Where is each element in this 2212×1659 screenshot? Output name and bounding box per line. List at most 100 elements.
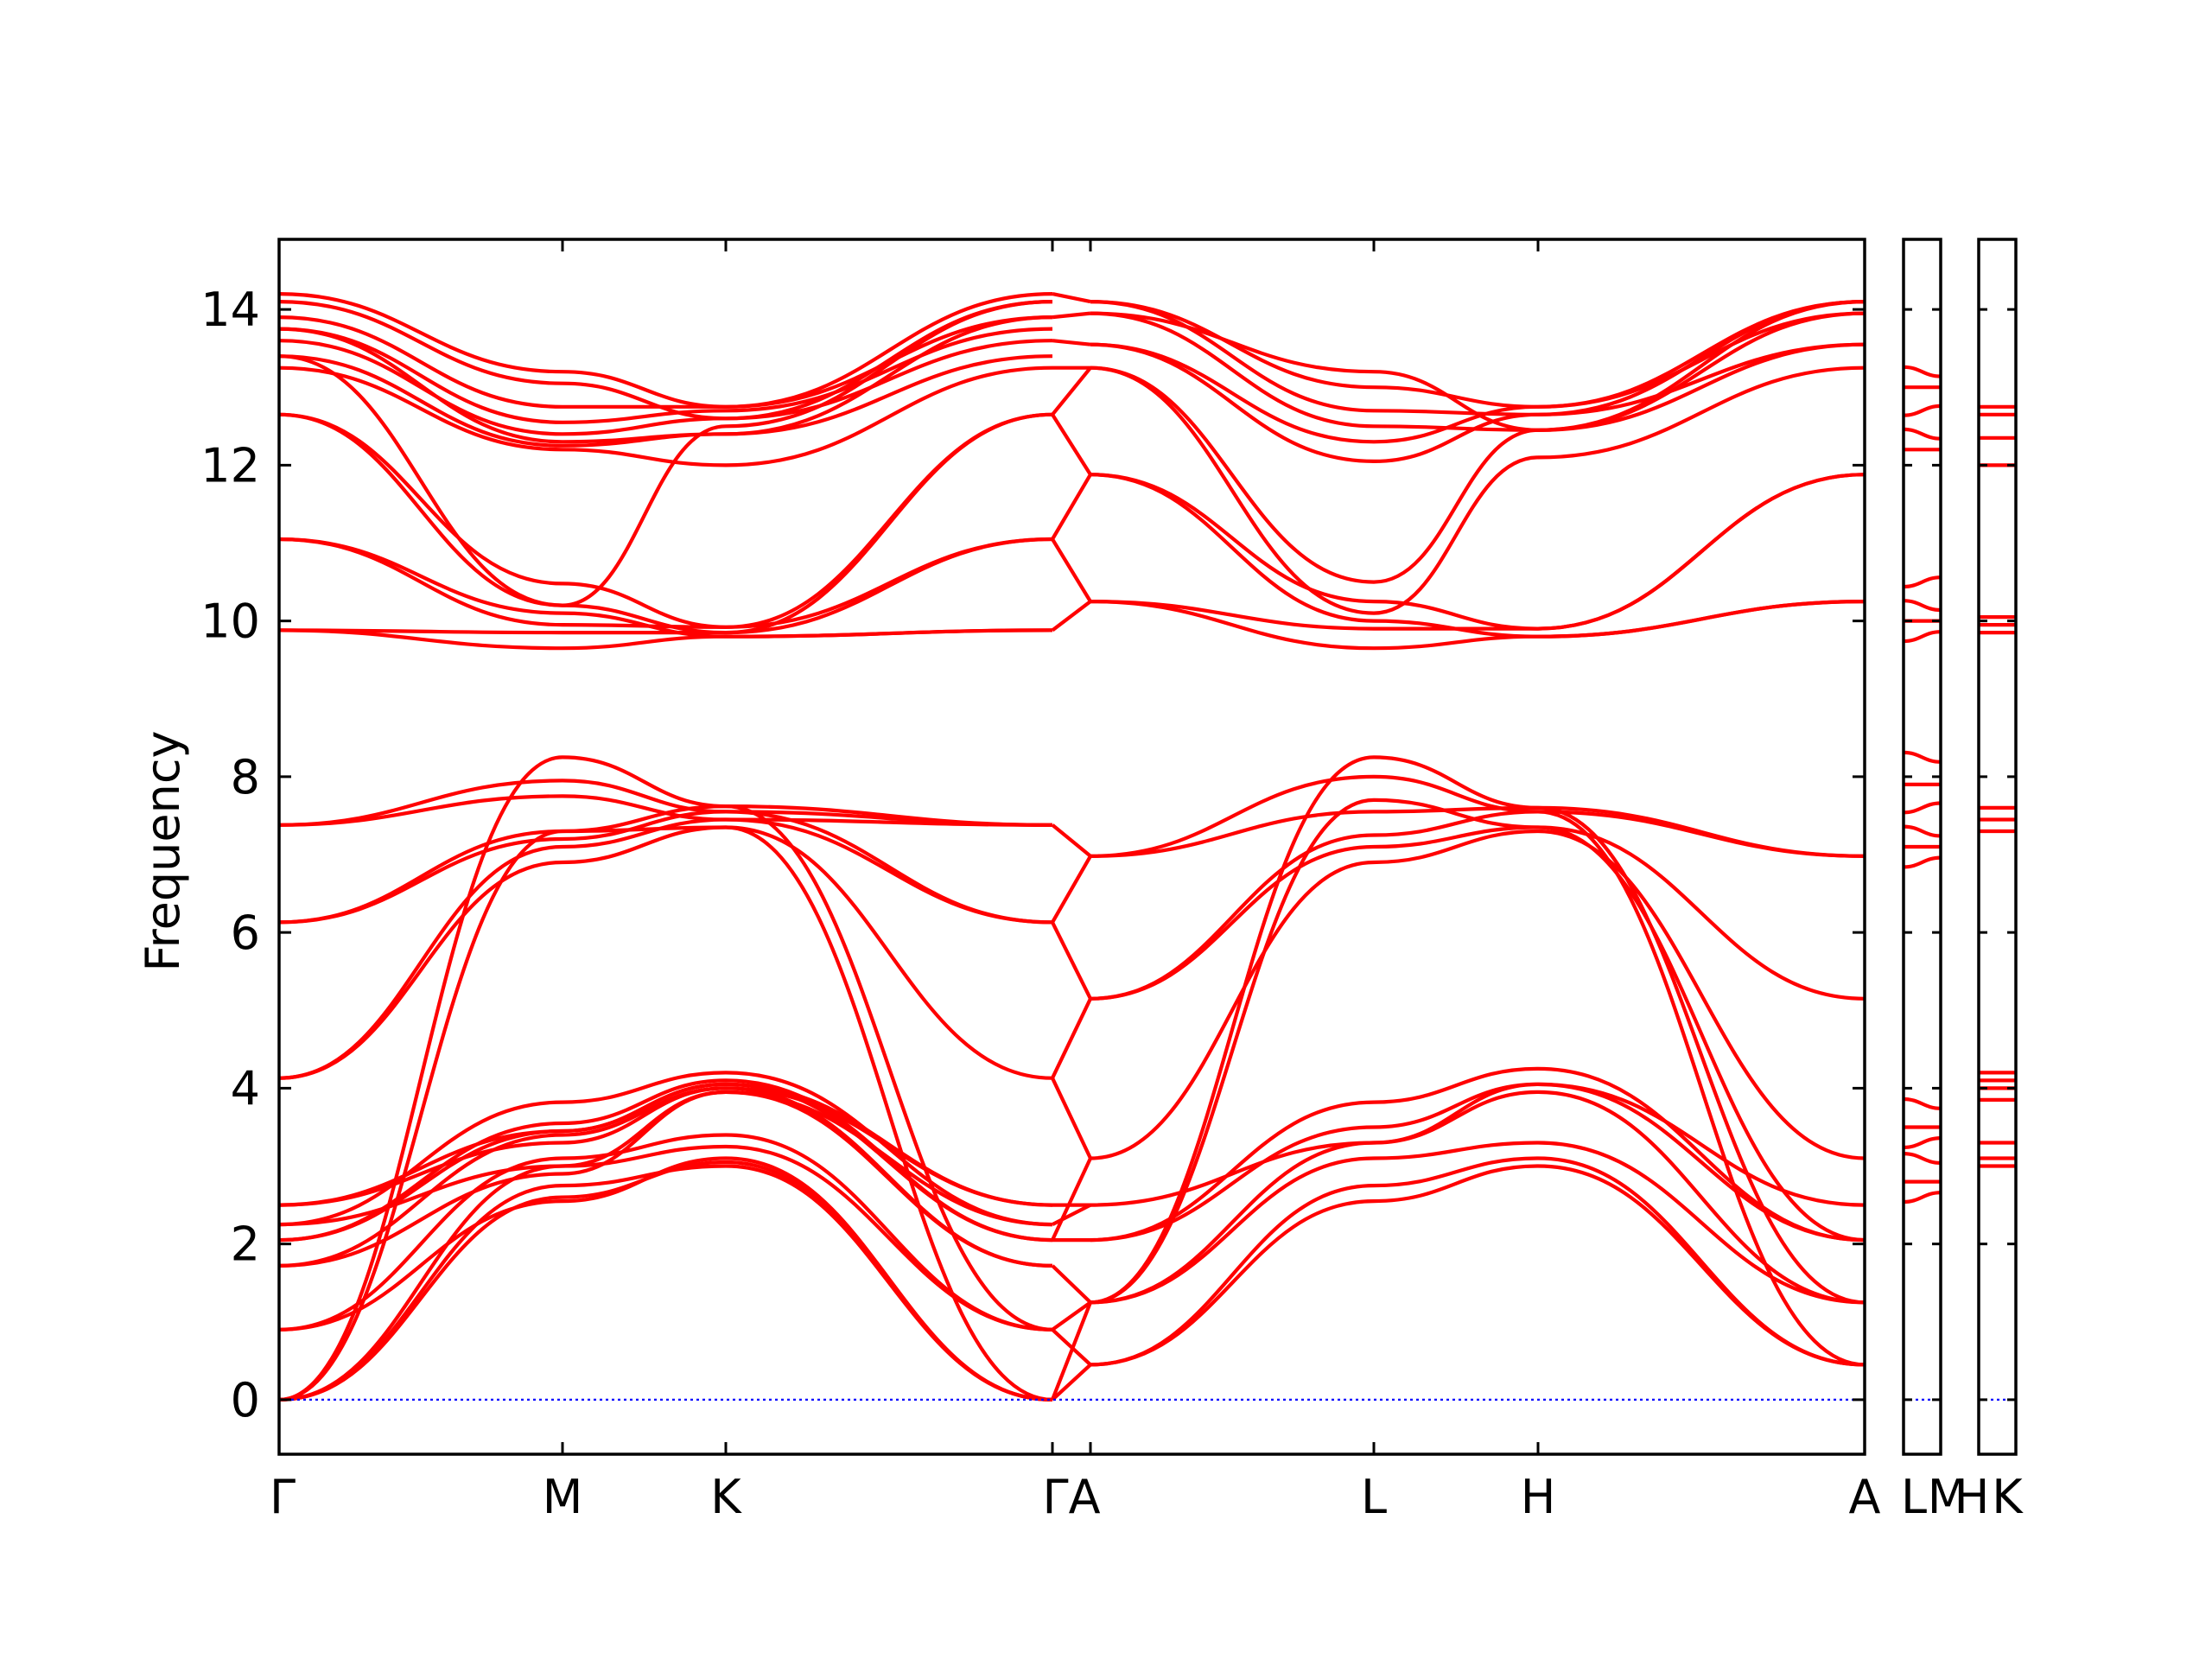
band-line-88 (1903, 1136, 1942, 1149)
band-line-97 (1903, 630, 1942, 644)
band-line-32 (278, 300, 1053, 421)
band-line-16 (278, 804, 1053, 925)
band-line-62 (1090, 1090, 1866, 1305)
band-line-77 (1090, 365, 1866, 615)
x-tick-label: L (1901, 1470, 1927, 1524)
y-tick-label: 10 (200, 594, 260, 649)
band-line-28 (278, 354, 1053, 448)
band-line-73 (1090, 600, 1866, 651)
plot-frame-0 (277, 238, 1866, 1456)
band-line-53 (1051, 413, 1092, 476)
band-line-57 (1052, 311, 1091, 320)
band-line-25 (278, 412, 1053, 635)
band-line-30 (278, 327, 1053, 424)
band-line-9 (278, 1071, 1053, 1227)
band-line-29 (278, 339, 1053, 436)
band-line-91 (1903, 855, 1942, 869)
band-line-94 (1903, 801, 1942, 815)
band-line-26 (278, 412, 1053, 629)
band-line-100 (1903, 575, 1942, 589)
band-line-22 (278, 537, 1053, 635)
band-line-66 (1090, 829, 1866, 1160)
band-line-45 (1051, 1077, 1092, 1160)
band-line-78 (1090, 342, 1866, 584)
y-tick-label: 12 (200, 438, 260, 493)
band-line-50 (1051, 600, 1092, 632)
band-line-63 (1090, 1082, 1866, 1243)
band-line-36 (1051, 1363, 1092, 1402)
band-line-20 (278, 825, 1053, 1402)
band-line-47 (1051, 921, 1092, 1000)
band-line-15 (278, 810, 1053, 925)
band-line-58 (1052, 292, 1091, 304)
band-line-65 (1090, 1082, 1866, 1207)
x-tick-label: L (1361, 1470, 1387, 1524)
x-tick-label: M (543, 1470, 583, 1524)
band-line-54 (1051, 366, 1092, 416)
band-line-4 (278, 1133, 1053, 1332)
band-line-102 (1903, 427, 1942, 441)
band-line-80 (1090, 311, 1866, 444)
x-tick-label: Γ (270, 1470, 296, 1524)
band-line-34 (278, 315, 1053, 444)
band-line-14 (278, 817, 1053, 1080)
band-line-13 (278, 825, 1053, 1080)
band-line-7 (278, 1082, 1053, 1243)
band-line-76 (1090, 473, 1866, 631)
plot-frame-1 (1902, 238, 1942, 1456)
band-line-33 (278, 292, 1053, 409)
band-line-24 (278, 537, 1053, 639)
y-tick-label: 0 (231, 1373, 260, 1427)
band-line-96 (1903, 750, 1942, 764)
band-line-51 (1051, 537, 1092, 603)
x-tick-label: ΓA (1042, 1470, 1100, 1524)
band-line-79 (1090, 342, 1866, 464)
plot-frame-2 (1977, 238, 2018, 1456)
band-line-82 (1090, 300, 1866, 416)
band-line-71 (1090, 755, 1866, 1305)
band-line-19 (278, 755, 1053, 1402)
band-line-2 (278, 1144, 1053, 1402)
y-axis-label: Frequency (136, 731, 190, 972)
y-tick-label: 6 (231, 906, 260, 960)
x-tick-label: K (1992, 1470, 2024, 1524)
y-tick-label: 4 (231, 1061, 260, 1116)
band-line-52 (1051, 474, 1092, 541)
band-line-42 (1052, 1203, 1091, 1226)
band-line-44 (1051, 1157, 1092, 1241)
band-line-40 (1051, 1264, 1092, 1304)
band-line-67 (1090, 825, 1866, 1001)
band-line-39 (1051, 1328, 1092, 1366)
band-line-68 (1090, 810, 1866, 1367)
band-line-103 (1903, 404, 1942, 417)
band-line-60 (1090, 1156, 1866, 1367)
x-tick-label: K (710, 1470, 742, 1524)
band-line-72 (1090, 798, 1866, 1305)
y-tick-label: 14 (200, 283, 260, 337)
band-line-35 (278, 300, 1053, 607)
band-line-99 (1903, 599, 1942, 613)
band-line-56 (1052, 339, 1091, 346)
band-line-85 (1903, 1191, 1942, 1205)
band-lines (278, 292, 2016, 1402)
band-line-59 (1090, 1164, 1866, 1367)
band-line-27 (278, 365, 1053, 467)
y-tick-label: 2 (231, 1217, 260, 1272)
band-line-49 (1051, 823, 1092, 858)
axis-ticks (279, 239, 2016, 1454)
band-line-3 (278, 1156, 1053, 1402)
band-line-84 (1090, 300, 1866, 432)
band-line-93 (1903, 824, 1942, 838)
x-tick-label: M (1928, 1470, 1968, 1524)
band-line-70 (1090, 774, 1866, 858)
band-line-12 (278, 1086, 1053, 1207)
y-tick-label: 8 (231, 750, 260, 804)
band-line-17 (278, 794, 1053, 827)
band-line-61 (1090, 1141, 1866, 1305)
band-line-46 (1051, 997, 1092, 1079)
band-line-37 (1051, 1301, 1092, 1401)
band-line-81 (1090, 311, 1866, 432)
band-line-18 (278, 779, 1053, 827)
